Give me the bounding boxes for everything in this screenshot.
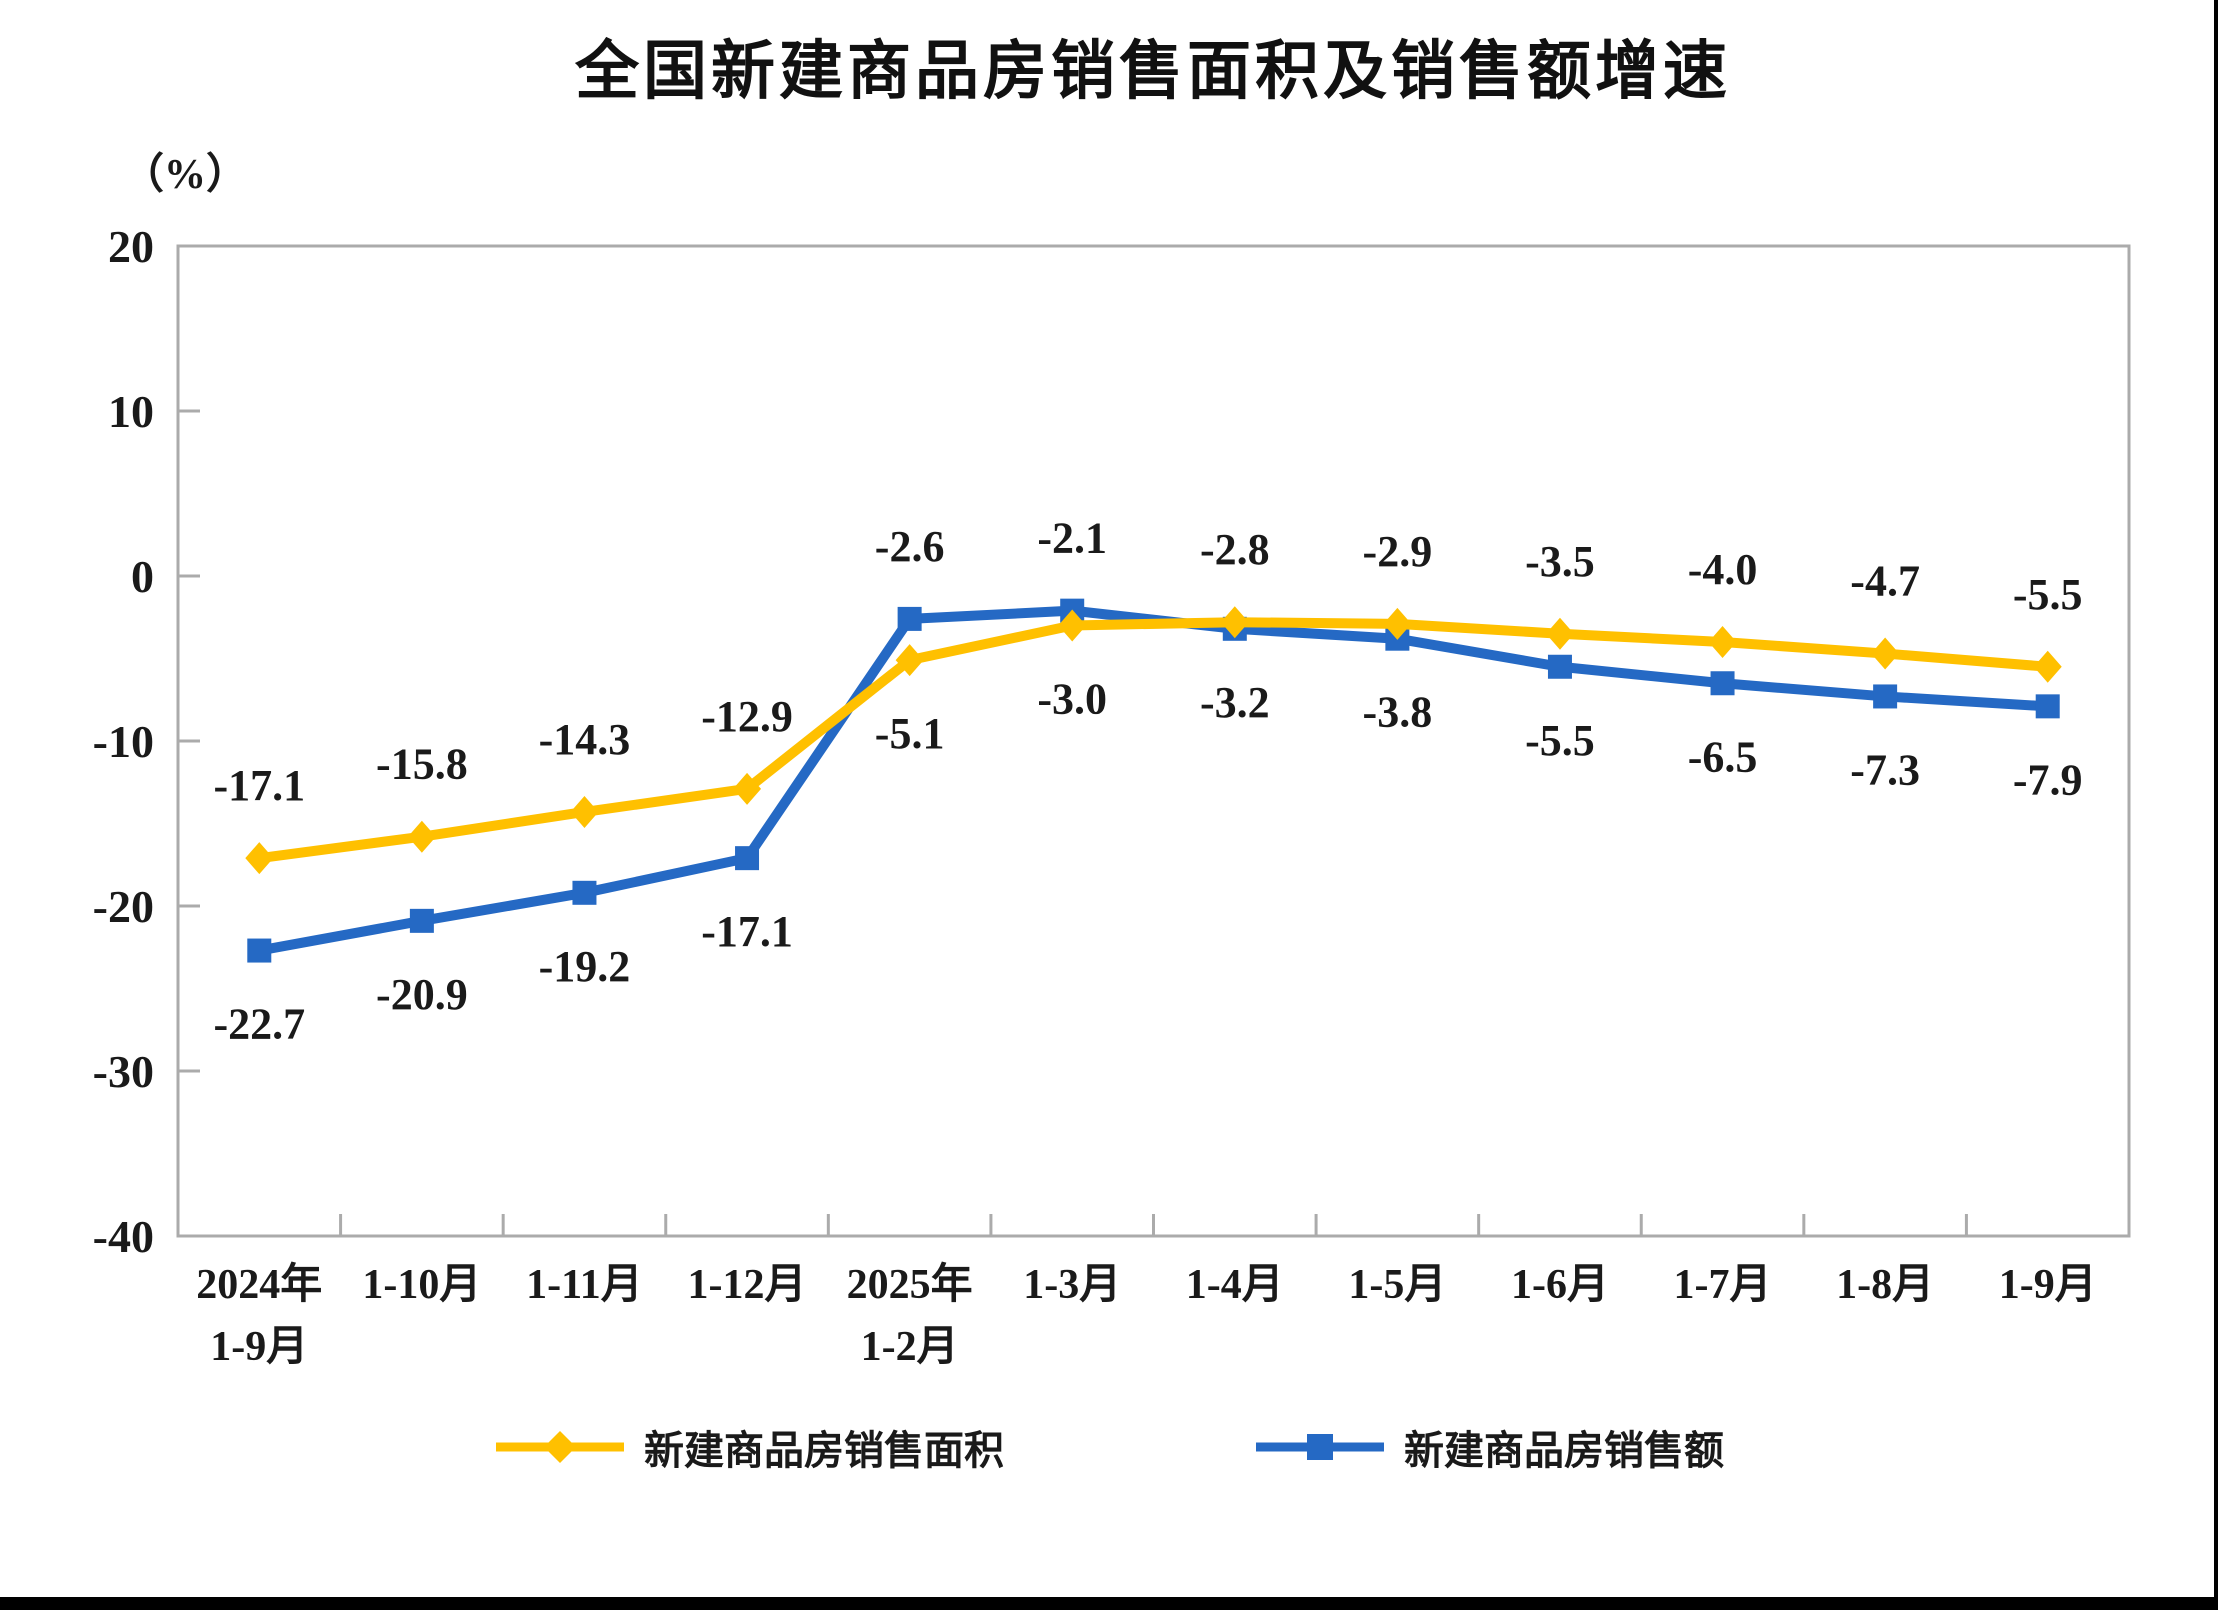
marker-square [2035,694,2060,719]
plot-border [176,244,2131,1238]
data-label-above: -4.0 [1688,545,1758,594]
data-label-below: -19.2 [539,942,631,991]
marker-diamond [1545,617,1574,650]
y-tick-label: -40 [93,1211,154,1262]
data-label-below: -7.3 [1850,745,1920,794]
marker-diamond [733,772,762,805]
data-label-above: -2.8 [1200,525,1270,574]
x-axis-label: 1-11月 [526,1262,643,1308]
data-label-above: -15.8 [376,740,468,789]
marker-diamond [1058,609,1087,642]
marker-diamond [1871,637,1900,670]
data-label-below: -22.7 [213,1000,305,1049]
y-tick-label: 0 [131,551,154,602]
x-axis-label: 2025年 1-2月 [847,1261,973,1370]
data-label-above: -5.5 [2013,570,2083,619]
page-edge-right [2214,0,2218,1610]
series-line-0 [254,617,2053,864]
series-line-1 [254,605,2053,956]
marker-square [1547,654,1572,679]
marker-square [897,606,922,631]
x-axis-label: 1-4月 [1186,1262,1284,1308]
marker-diamond [245,842,274,875]
y-tick-label: -30 [93,1046,154,1097]
x-axis-label: 1-10月 [362,1262,481,1308]
y-tick-label: -20 [93,881,154,932]
x-axis-label: 1-6月 [1511,1262,1609,1308]
data-label-above: -2.6 [875,522,945,571]
x-axis-label: 1-12月 [688,1262,807,1308]
legend-item-sales-value: 新建商品房销售额 [1254,1418,1724,1476]
y-tick-label: 10 [108,386,154,437]
y-axis-unit-label: （%） [122,152,249,198]
data-label-above: -14.3 [539,715,631,764]
data-label-below: -6.5 [1688,732,1758,781]
marker-diamond [407,820,436,853]
marker-diamond [895,644,924,677]
marker-diamond [1383,607,1412,640]
marker-square [1710,671,1735,696]
marker-square [735,846,760,871]
marker-square [572,880,597,905]
marker-square [247,938,272,963]
data-label-below: -20.9 [376,970,468,1019]
marker-diamond [2033,650,2062,683]
data-label-above: -17.1 [213,761,305,810]
data-label-below: -5.1 [875,709,945,758]
marker-diamond [570,795,599,828]
x-axis-label: 1-7月 [1674,1262,1772,1308]
data-label-below: -3.8 [1363,688,1433,737]
data-label-above: -4.7 [1850,557,1920,606]
legend-label-sales-value: 新建商品房销售额 [1404,1428,1724,1473]
data-label-above: -2.1 [1037,514,1107,563]
marker-diamond [1708,626,1737,658]
x-axis-label: 2024年 1-9月 [196,1261,322,1370]
page-edge-bottom [0,1597,2218,1610]
data-label-above: -12.9 [701,692,793,741]
y-tick-label: 20 [108,221,154,272]
legend-swatch-sales-value-icon [1256,1434,1384,1460]
legend-swatch-sales-area-icon [496,1431,624,1463]
marker-square [1873,684,1898,709]
legend: 新建商品房销售面积 新建商品房销售额 [0,1418,2218,1476]
data-label-above: -3.5 [1525,537,1595,586]
x-axis-label: 1-3月 [1023,1262,1121,1308]
x-axis-label: 1-5月 [1348,1262,1446,1308]
x-axis-label: 1-8月 [1836,1262,1934,1308]
data-label-below: -3.0 [1037,675,1107,724]
data-label-below: -17.1 [701,907,793,956]
data-label-below: -7.9 [2013,755,2083,804]
legend-label-sales-area: 新建商品房销售面积 [644,1428,1004,1473]
legend-item-sales-area: 新建商品房销售面积 [494,1418,1004,1476]
data-label-above: -2.9 [1363,527,1433,576]
data-label-below: -3.2 [1200,678,1270,727]
y-tick-label: -10 [93,716,154,767]
x-axis-label: 1-9月 [1999,1262,2097,1308]
chart-title: 全国新建商品房销售面积及销售额增速 [575,35,1731,107]
data-label-below: -5.5 [1525,716,1595,765]
marker-diamond [1220,606,1249,639]
marker-square [409,908,434,933]
